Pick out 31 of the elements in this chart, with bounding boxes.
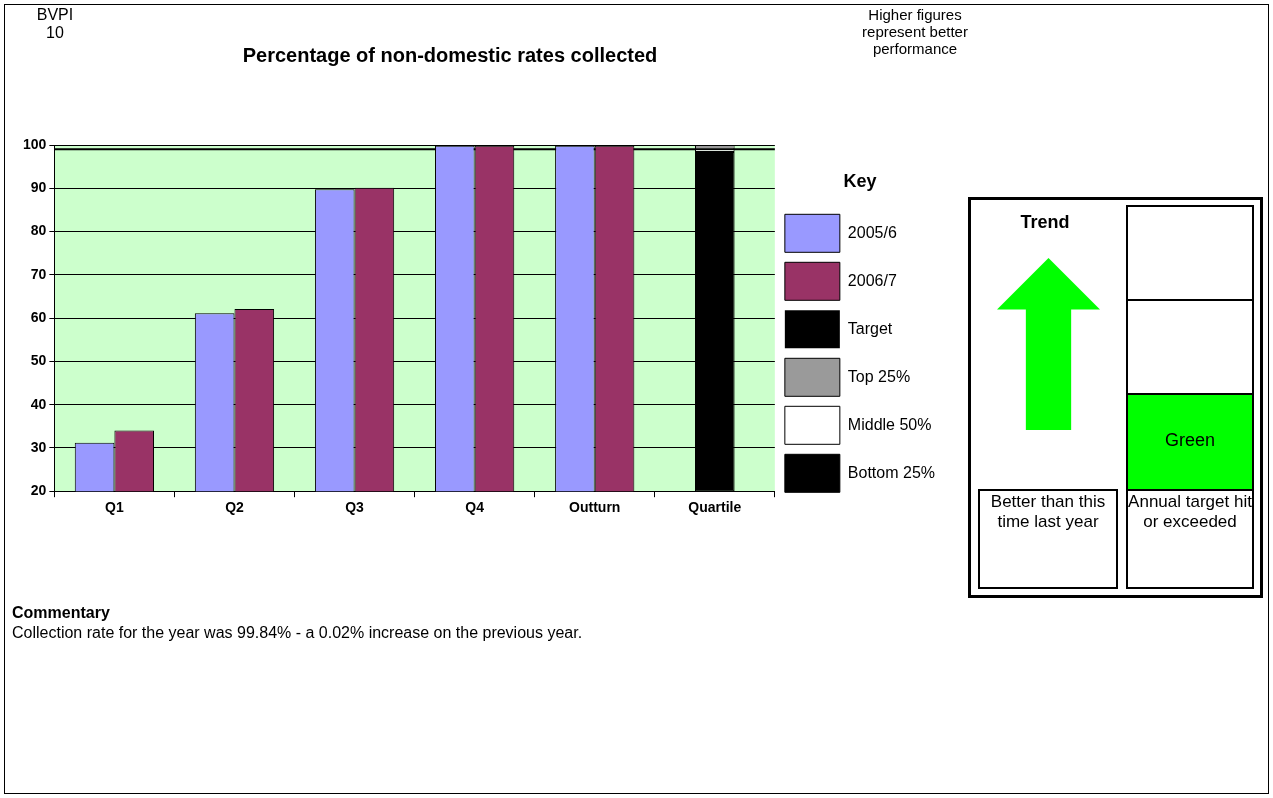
y-tick-label: 90 <box>30 179 47 196</box>
x-tick-label: Q2 <box>225 499 245 516</box>
legend-label: 2005/6 <box>847 223 897 241</box>
text: Trend <box>1019 212 1071 233</box>
x-tick-label: Q3 <box>345 499 365 516</box>
text: Commentary <box>12 604 110 622</box>
text: BVPI 10 <box>35 6 75 42</box>
legend-label: Bottom 25% <box>847 463 935 481</box>
x-tick-label: Q4 <box>465 499 485 516</box>
text: Green <box>1164 430 1216 451</box>
y-tick-label: 100 <box>23 135 47 152</box>
legend-label: Target <box>847 319 893 337</box>
legend-label: Middle 50% <box>847 415 932 433</box>
legend-label: Top 25% <box>847 367 911 385</box>
y-tick-label: 40 <box>30 395 47 412</box>
y-tick-label: 80 <box>30 222 47 239</box>
text: Better than this time last year <box>989 492 1107 532</box>
legend-label: 2006/7 <box>847 271 897 289</box>
x-tick-label: Quartile <box>688 499 742 516</box>
y-tick-label: 50 <box>30 352 47 369</box>
x-tick-label: Q1 <box>105 499 124 516</box>
y-tick-label: 70 <box>30 265 47 282</box>
chart-title: Percentage of non-domestic rates collected <box>241 44 659 67</box>
x-tick-label: Outturn <box>569 499 621 516</box>
y-tick-label: 60 <box>30 308 47 325</box>
y-tick-label: 20 <box>30 482 47 499</box>
y-tick-label: 30 <box>30 438 47 455</box>
text: Collection rate for the year was 99.84% - a 0.02% increase on the previous year. <box>12 624 584 642</box>
text: Annual target hit or exceeded <box>1128 492 1252 532</box>
text: Higher figures represent better performance <box>861 6 969 57</box>
legend-title: Key <box>843 170 877 191</box>
